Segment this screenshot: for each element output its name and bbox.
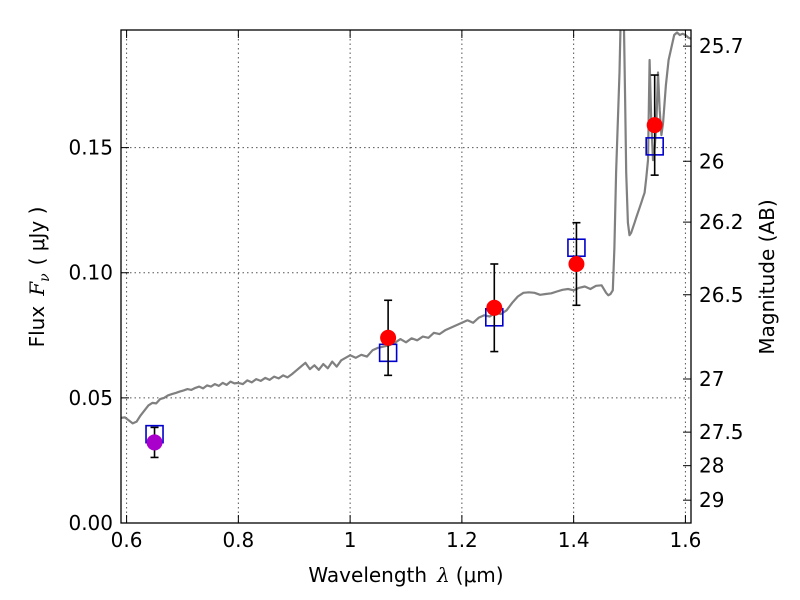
y2-tick-label: 26 [699,149,724,173]
model-spectrum-layer [121,30,691,425]
y-tick-label: 0.00 [68,511,113,535]
y-axis-label: Flux Fν ( μJy ) [25,207,53,348]
x-tick-label: 1.2 [446,528,478,552]
x-tick-label: 1 [344,528,357,552]
y-axis-label-unit: ( μJy ) [25,207,49,266]
y-axis-label-symbol: F [25,281,49,297]
model-spectrum-line [121,30,691,425]
y2-tick-label: 26.2 [699,210,744,234]
observed-circle-marker [568,255,585,272]
plot-area-background [121,30,691,523]
y-tick-label: 0.10 [68,261,113,285]
plot-frame [120,29,692,524]
x-tick-label: 1.4 [558,528,590,552]
observed-circle-marker [646,117,663,134]
x-tick-label: 1.6 [670,528,702,552]
y-axis-label-prefix: Flux [25,306,49,348]
x-axis-label-symbol: λ [436,563,450,587]
y2-tick-label: 29 [699,488,724,512]
data-points-layer [145,74,664,459]
observed-circle-marker [380,329,397,346]
y2-tick-label: 25.7 [699,34,744,58]
y-axis-label-subscript: ν [37,273,53,282]
y-tick-label: 0.05 [68,386,113,410]
y2-tick-label: 27 [699,367,724,391]
x-tick-label: 0.8 [222,528,254,552]
axis-ticks: 0.6 0.8 1 1.2 1.4 1.6 0.00 0.05 0.10 0.15 25.7 26 26… [68,30,744,552]
x-axis-label-prefix: Wavelength [308,563,427,587]
observed-circle-marker [486,299,503,316]
y-tick-label: 0.15 [68,136,113,160]
x-axis-label-unit: (μm) [456,563,504,587]
x-axis-label: Wavelength λ (μm) [308,563,503,587]
observed-circle-marker [146,434,163,451]
x-tick-label: 0.6 [111,528,143,552]
y2-tick-label: 28 [699,454,724,478]
y2-tick-label: 26.5 [699,283,744,307]
y2-axis-label: Magnitude (AB) [755,199,779,354]
y2-tick-label: 27.5 [699,420,744,444]
